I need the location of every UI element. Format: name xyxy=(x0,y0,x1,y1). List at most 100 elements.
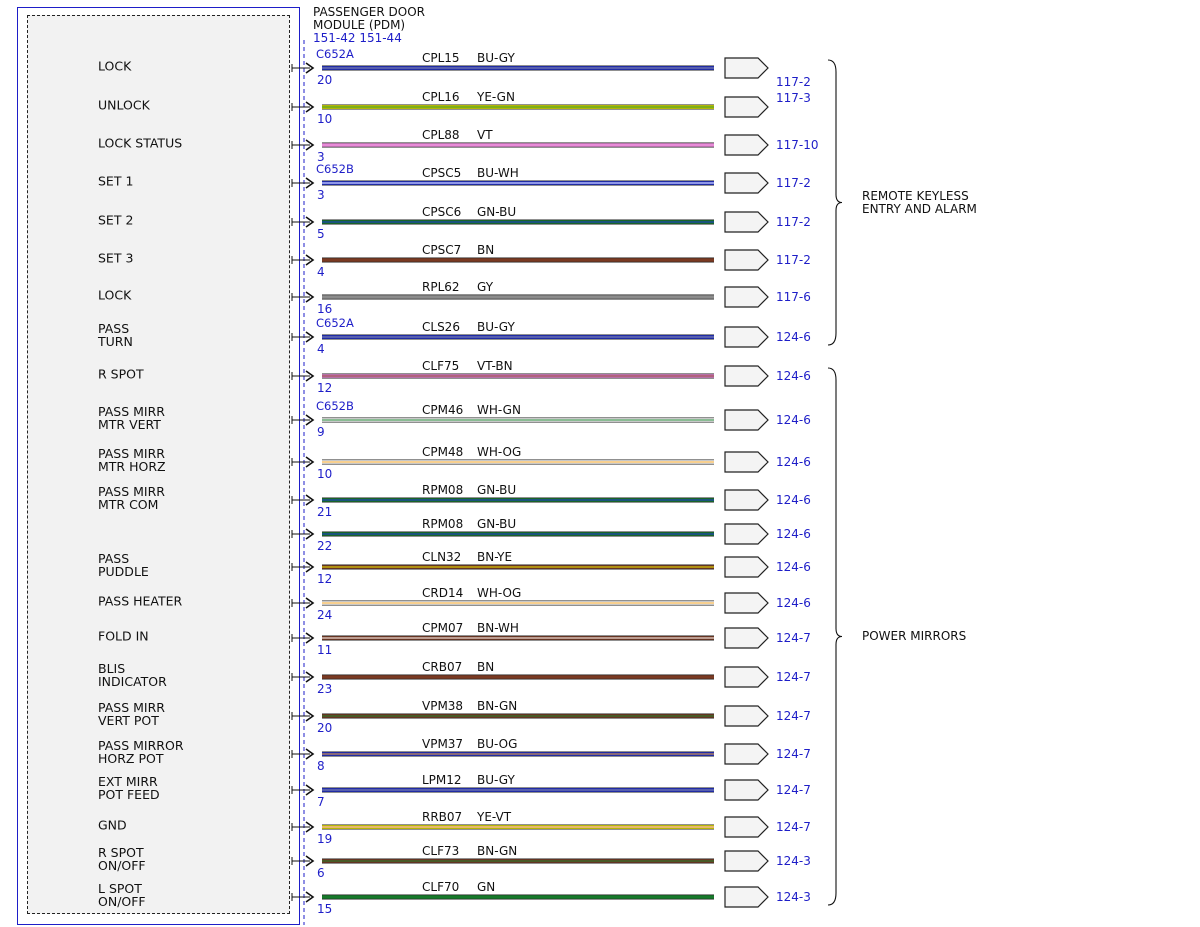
destination-connector xyxy=(724,286,769,308)
group-label-power-mirrors: POWER MIRRORS xyxy=(862,629,966,643)
pin-number: 24 xyxy=(317,608,333,622)
pin-number: 12 xyxy=(317,572,333,586)
wire-color-code: VT xyxy=(477,128,493,142)
destination-connector xyxy=(724,134,769,156)
circuit-number: RRB07 xyxy=(422,810,463,824)
wire-color-code: WH-GN xyxy=(477,403,521,417)
pin-label-line: UNLOCK xyxy=(98,97,150,113)
pin-label: PASS MIRR MTR VERT xyxy=(98,405,165,431)
destination-connector xyxy=(724,211,769,233)
destination-ref: 117-2 xyxy=(776,176,811,190)
pin-number: 15 xyxy=(317,902,333,916)
circuit-number: RPM08 xyxy=(422,517,464,531)
destination-connector xyxy=(724,409,769,431)
connector-pin-arrow xyxy=(305,671,315,683)
connector-pin-arrow xyxy=(305,331,315,343)
circuit-number: CPSC5 xyxy=(422,166,462,180)
group-label-remote-keyless: REMOTE KEYLESS ENTRY AND ALARM xyxy=(862,189,977,216)
destination-connector xyxy=(724,886,769,908)
connector-pin-arrow xyxy=(305,528,315,540)
connector-id: C652B xyxy=(316,162,354,176)
destination-connector xyxy=(724,365,769,387)
pin-label: PASS TURN xyxy=(98,322,133,348)
destination-ref: 124-6 xyxy=(776,369,811,383)
wire-color-code: WH-OG xyxy=(477,586,522,600)
destination-connector xyxy=(724,451,769,473)
pin-label: SET 3 xyxy=(98,252,133,265)
wire-color-code: BU-WH xyxy=(477,166,519,180)
wire-color-code: GN xyxy=(477,880,496,894)
connector-pin-arrow xyxy=(305,632,315,644)
destination-connector xyxy=(724,850,769,872)
pin-number: 20 xyxy=(317,721,333,735)
wire-color-code: GY xyxy=(477,280,494,294)
destination-ref: 124-7 xyxy=(776,820,811,834)
pin-number: 19 xyxy=(317,832,333,846)
wire-color-code: BU-GY xyxy=(477,320,515,334)
pin-label-line: PUDDLE xyxy=(98,564,149,579)
pin-number: 16 xyxy=(317,302,333,316)
circuit-number: LPM12 xyxy=(422,773,462,787)
destination-ref: 124-7 xyxy=(776,747,811,761)
destination-ref: 117-3 xyxy=(776,91,811,105)
connector-pin-arrow xyxy=(305,101,315,113)
pin-label-line: R SPOT xyxy=(98,845,144,860)
pin-label-line: SET 2 xyxy=(98,212,134,228)
connector-pin-arrow xyxy=(305,62,315,74)
pin-number: 10 xyxy=(317,112,333,126)
pin-label-line: PASS MIRROR xyxy=(98,738,184,753)
pin-label-line: MTR HORZ xyxy=(98,459,166,474)
pin-label-line: MTR COM xyxy=(98,497,159,512)
connector-pin-arrow xyxy=(305,254,315,266)
module-title: PASSENGER DOOR MODULE (PDM) xyxy=(313,6,425,32)
pin-label: SET 2 xyxy=(98,214,133,227)
destination-ref: 124-7 xyxy=(776,709,811,723)
destination-ref: 124-7 xyxy=(776,631,811,645)
wire-color-code: WH-OG xyxy=(477,445,522,459)
pin-label-line: BLIS xyxy=(98,661,126,676)
pin-number: 12 xyxy=(317,381,333,395)
wire-color-code: BN xyxy=(477,660,495,674)
destination-ref: 124-6 xyxy=(776,330,811,344)
pin-label-line: PASS HEATER xyxy=(98,593,183,609)
wire-color-code: GN-BU xyxy=(477,517,517,531)
pin-label-line: PASS MIRR xyxy=(98,446,165,461)
wire-color-code: YE-VT xyxy=(477,810,512,824)
connector-pin-arrow xyxy=(305,370,315,382)
pin-label-line: EXT MIRR xyxy=(98,774,158,789)
pin-label-line: PASS MIRR xyxy=(98,700,165,715)
pin-label-line: GND xyxy=(98,817,127,833)
pin-label: PASS MIRROR HORZ POT xyxy=(98,739,184,765)
circuit-number: VPM37 xyxy=(422,737,464,751)
destination-ref: 117-2 xyxy=(776,75,811,89)
pin-label-line: ON/OFF xyxy=(98,894,146,909)
pin-label: L SPOT ON/OFF xyxy=(98,882,146,908)
pin-label: PASS HEATER xyxy=(98,595,182,608)
group-label-line: ENTRY AND ALARM xyxy=(862,201,977,216)
circuit-number: CPM46 xyxy=(422,403,464,417)
destination-ref: 124-7 xyxy=(776,670,811,684)
destination-ref: 124-6 xyxy=(776,527,811,541)
circuit-number: CLS26 xyxy=(422,320,460,334)
pin-label-line: LOCK xyxy=(98,287,132,303)
wire-color-code: BU-GY xyxy=(477,773,515,787)
wire-color-code: BN xyxy=(477,243,495,257)
pin-label-line: TURN xyxy=(98,334,133,349)
pin-label: R SPOT ON/OFF xyxy=(98,846,146,872)
pin-number: 4 xyxy=(317,342,325,356)
pin-number: 4 xyxy=(317,265,325,279)
circuit-number: CPL15 xyxy=(422,51,460,65)
circuit-number: CRB07 xyxy=(422,660,463,674)
destination-connector xyxy=(724,326,769,348)
connector-pin-arrow xyxy=(305,784,315,796)
destination-connector xyxy=(724,489,769,511)
pin-label-line: ON/OFF xyxy=(98,858,146,873)
pin-label: UNLOCK xyxy=(98,99,150,112)
circuit-number: CPL16 xyxy=(422,90,460,104)
connector-pin-arrow xyxy=(305,177,315,189)
connector-id: C652A xyxy=(316,47,354,61)
pin-number: 3 xyxy=(317,188,325,202)
connector-pin-arrow xyxy=(305,891,315,903)
wire-color-code: GN-BU xyxy=(477,205,517,219)
